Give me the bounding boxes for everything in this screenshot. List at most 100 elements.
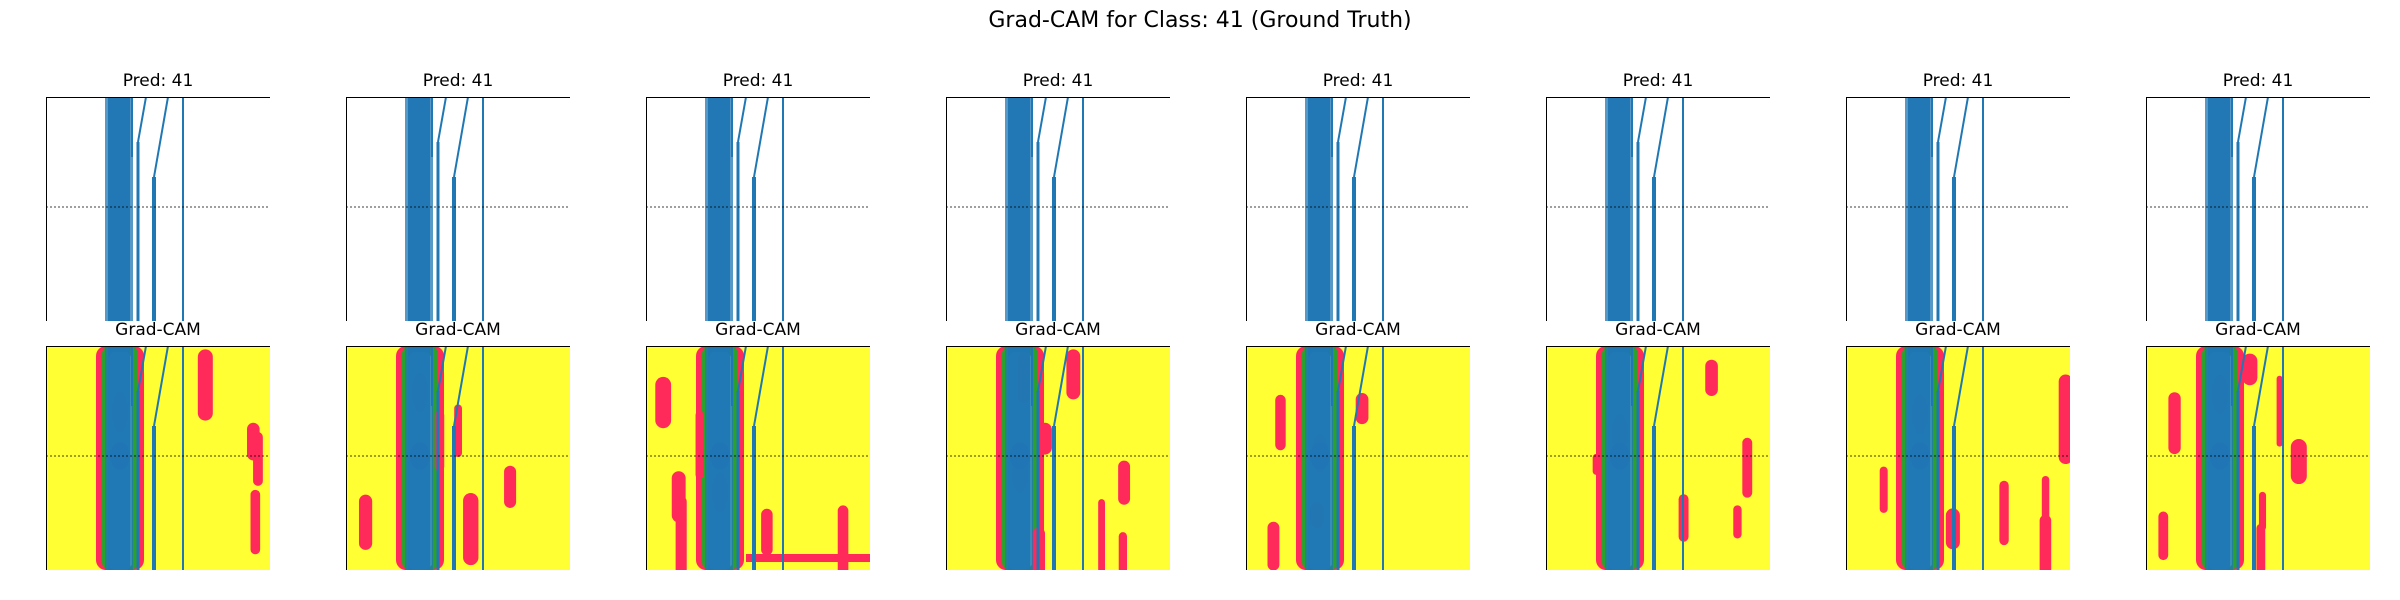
signal-panel [1546,97,1770,321]
heatmap-background [46,346,270,570]
heatmap-background [946,346,1170,570]
signal-diagonal [2253,346,2269,427]
signal-diagonal [737,346,747,392]
signal-trace [1605,97,1684,321]
prediction-title: Pred: 41 [1322,71,1394,91]
signal-diagonal [1637,346,1647,392]
heatmap-hot-blob [1267,521,1280,570]
signal-trace [1605,346,1684,570]
signal-diagonal [153,346,169,427]
signal-panel [1246,97,1470,321]
gradcam-panel [1246,346,1470,570]
heatmap-hot-blob [761,508,773,556]
heatmap-hot-blob [2168,392,2181,455]
signal-diagonal [437,97,447,143]
prediction-title: Pred: 41 [422,71,494,91]
signal-diagonal [1637,97,1647,143]
signal-trace [2205,346,2284,570]
heatmap-hot-blob [2041,475,2050,526]
heatmap-hot-blob [1999,480,2009,546]
signal-trace [2205,97,2284,321]
heatmap-hot-blob [1742,437,1753,498]
heatmap-hot-blob [1592,453,1600,475]
signal-diagonal [1337,97,1347,143]
heatmap-hot-blob [695,410,704,479]
heatmap-hot-blob [2290,439,2307,485]
figure-title: Grad-CAM for Class: 41 (Ground Truth) [988,8,1412,33]
gradcam-title: Grad-CAM [415,320,501,340]
signal-trace [1305,346,1384,570]
signal-diagonal [1953,346,1969,427]
signal-trace [1905,346,1984,570]
gradcam-heatmap [46,346,270,570]
signal-diagonal [453,97,469,178]
signal-diagonal [137,97,147,143]
gradcam-panel [1846,346,2070,570]
signal-diagonal [453,346,469,427]
signal-diagonal [737,97,747,143]
signal-diagonal [153,97,169,178]
heatmap-background [1246,346,1470,570]
signal-diagonal [2237,346,2247,392]
signal-diagonal [1053,97,1069,178]
gradcam-title: Grad-CAM [1915,320,2001,340]
heatmap-hot-blob [1733,505,1742,539]
gradcam-heatmap [2146,346,2370,570]
signal-diagonal [1653,97,1669,178]
signal-diagonal [1037,346,1047,392]
signal-trace [105,97,184,321]
signal-panel [346,97,570,321]
gradcam-title: Grad-CAM [1315,320,1401,340]
signal-trace [405,97,484,321]
prediction-title: Pred: 41 [2222,71,2294,91]
gradcam-panel [2146,346,2370,570]
signal-panel [2146,97,2370,321]
heatmap-hot-blob [2158,511,2169,561]
heatmap-background [1546,346,1770,570]
heatmap-hot-blob [434,410,445,472]
heatmap-hot-blob [1098,499,1106,570]
signal-diagonal [1037,97,1047,143]
heatmap-hot-blob [2242,353,2258,386]
heatmap-hot-blob [358,494,373,550]
signal-trace [105,346,184,570]
signal-diagonal [2237,97,2247,143]
heatmap-hot-blob [671,471,686,523]
signal-trace [1005,97,1084,321]
heatmap-hot-blob [1118,460,1131,505]
signal-trace [1905,97,1984,321]
prediction-title: Pred: 41 [1622,71,1694,91]
prediction-title: Pred: 41 [722,71,794,91]
heatmap-hot-blob [463,492,479,566]
signal-diagonal [1353,346,1369,427]
heatmap-hot-blob [2058,374,2070,465]
heatmap-hot-blob [2258,491,2267,531]
signal-trace [705,346,784,570]
heatmap-hot-blob [837,505,849,570]
signal-diagonal [1053,346,1069,427]
gradcam-panel [1546,346,1770,570]
heatmap-hot-blob [1275,394,1286,451]
heatmap-hot-blob [250,489,261,555]
gradcam-heatmap [346,346,570,570]
heatmap-hot-blob [746,554,870,562]
heatmap-hot-blob [1118,532,1128,570]
signal-trace [1305,97,1384,321]
signal-diagonal [137,346,147,392]
gradcam-heatmap [646,346,870,570]
signal-diagonal [1653,346,1669,427]
prediction-title: Pred: 41 [1022,71,1094,91]
heatmap-hot-blob [2276,375,2283,447]
signal-diagonal [1953,97,1969,178]
gradcam-title: Grad-CAM [1615,320,1701,340]
prediction-title: Pred: 41 [1922,71,1994,91]
signal-diagonal [1353,97,1369,178]
prediction-title: Pred: 41 [122,71,194,91]
heatmap-hot-blob [2039,514,2052,570]
heatmap-hot-blob [253,432,263,486]
signal-panel [646,97,870,321]
heatmap-hot-blob [1037,422,1052,455]
gradcam-panel [646,346,870,570]
gradcam-title: Grad-CAM [1015,320,1101,340]
signal-panel [946,97,1170,321]
